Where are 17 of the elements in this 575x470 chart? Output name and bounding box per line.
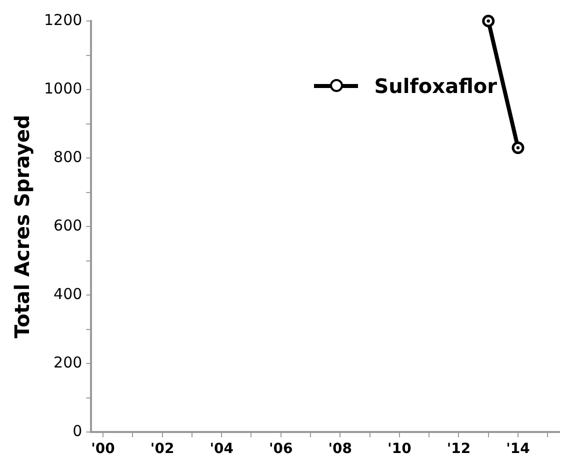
y-tick-label: 1200 [44,10,82,29]
y-tick-label: 600 [54,216,82,234]
x-tick-label: '06 [268,441,293,458]
y-tick-label: 400 [54,285,82,304]
y-axis-title: Total Acres Sprayed [10,114,34,338]
y-tick-label: 1000 [44,79,82,98]
y-tick-label: 800 [54,148,82,166]
y-tick-label: 0 [72,422,82,440]
x-tick-label: '04 [210,441,234,458]
x-tick-label: '00 [91,441,116,458]
x-tick-label: '12 [446,441,471,458]
y-tick-label: 200 [54,354,82,372]
x-tick-label: '08 [328,441,352,458]
x-tick-label: '14 [506,441,530,458]
x-tick-label: '10 [388,441,412,458]
legend-label: Sulfoxaflor [374,74,497,98]
x-tick-label: '02 [150,441,174,458]
